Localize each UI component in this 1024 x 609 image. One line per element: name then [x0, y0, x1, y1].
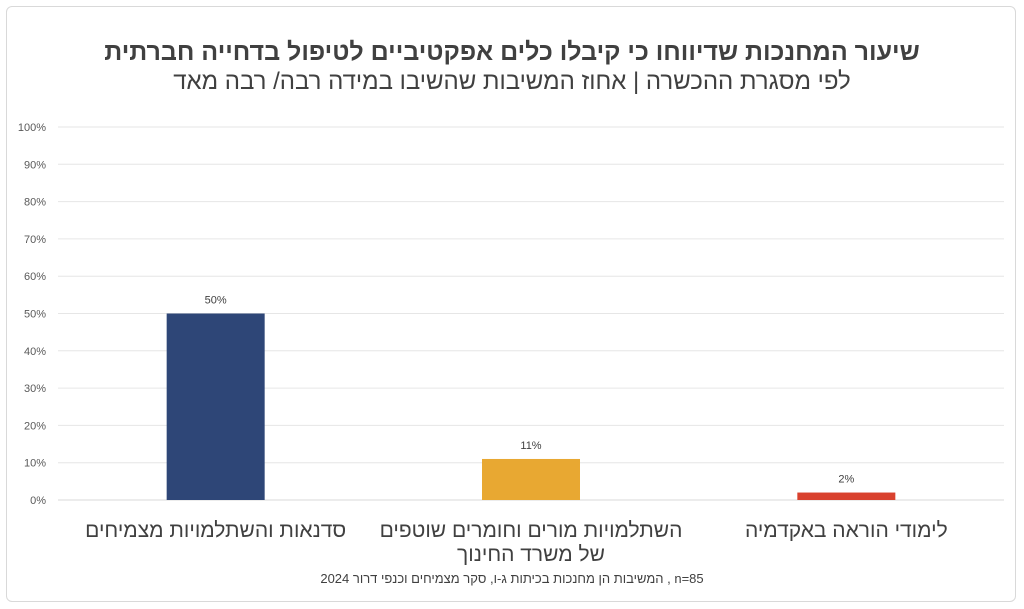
y-tick-label: 0% — [30, 495, 46, 507]
x-category-label: של משרד החינוך — [457, 543, 605, 566]
chart-subtitle: לפי מסגרת ההכשרה | אחוז המשיבות שהשיבו ב… — [173, 68, 851, 95]
bar — [797, 492, 896, 500]
chart-footnote: n=85 , המשיבות הן מחנכות בכיתות ג-ו, סקר… — [320, 571, 704, 586]
y-tick-label: 30% — [24, 383, 46, 395]
bar — [166, 313, 265, 500]
data-label: 11% — [520, 440, 541, 452]
y-tick-label: 100% — [18, 122, 46, 134]
y-tick-label: 60% — [24, 271, 46, 283]
bar — [482, 458, 580, 500]
data-label: 50% — [205, 295, 227, 307]
chart-title: שיעור המחנכות שדיווחו כי קיבלו כלים אפקט… — [104, 38, 920, 66]
chart-frame — [6, 6, 1016, 602]
y-tick-label: 40% — [24, 346, 46, 358]
y-tick-label: 10% — [24, 458, 46, 470]
y-tick-label: 70% — [24, 234, 46, 246]
data-label: 2% — [838, 474, 854, 486]
y-tick-label: 50% — [24, 309, 46, 321]
y-tick-label: 90% — [24, 159, 46, 171]
x-category-label: לימודי הוראה באקדמיה — [745, 519, 948, 542]
x-category-label: סדנאות והשתלמויות מצמיחים — [85, 519, 346, 542]
y-tick-label: 80% — [24, 197, 46, 209]
y-tick-label: 20% — [24, 420, 46, 432]
x-category-label: השתלמויות מורים וחומרים שוטפים — [380, 519, 683, 542]
